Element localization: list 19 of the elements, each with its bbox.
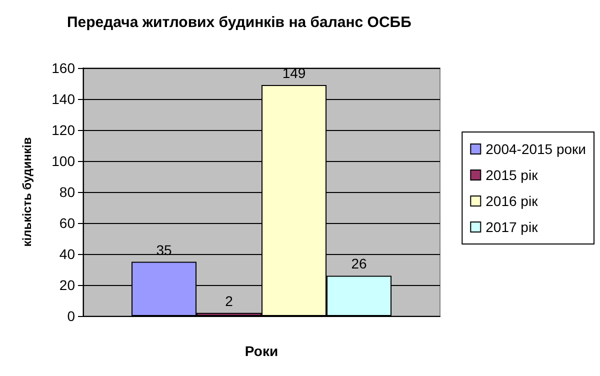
y-tick-label: 160 — [52, 60, 76, 76]
data-label: 149 — [282, 65, 306, 82]
legend-label: 2016 рік — [486, 193, 539, 209]
chart-title: Передача житлових будинків на баланс ОСББ — [67, 14, 412, 31]
y-tick-label: 60 — [59, 215, 76, 231]
data-label: 26 — [351, 256, 367, 272]
y-tick-label: 40 — [59, 246, 76, 262]
legend-label: 2015 рік — [486, 167, 539, 183]
y-tick-label: 20 — [59, 277, 76, 293]
y-axis-title: кількість будинків — [20, 137, 34, 247]
legend-label: 2017 рік — [486, 219, 539, 235]
y-tick-label: 80 — [59, 184, 76, 200]
y-tick-label: 0 — [67, 308, 76, 324]
y-tick-label: 140 — [52, 91, 76, 107]
y-tick-label: 100 — [52, 153, 76, 169]
data-label: 2 — [225, 292, 234, 309]
x-axis-title: Роки — [244, 343, 278, 359]
y-tick-label: 120 — [52, 122, 76, 138]
legend-label: 2004-2015 роки — [486, 141, 586, 157]
